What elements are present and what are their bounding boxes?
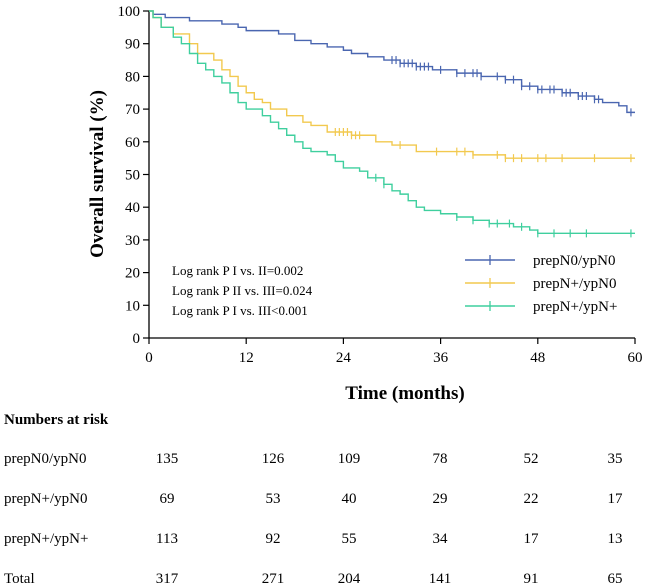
survival-curve bbox=[149, 10, 635, 235]
risk-value: 78 bbox=[433, 451, 448, 467]
risk-value: 53 bbox=[266, 491, 281, 507]
risk-value: 34 bbox=[433, 531, 449, 547]
risk-row-label: Total bbox=[4, 571, 35, 583]
legend-label: prepN+/ypN0 bbox=[533, 276, 616, 292]
y-tick-label: 40 bbox=[125, 200, 140, 216]
y-tick-label: 60 bbox=[125, 135, 140, 151]
y-tick-label: 70 bbox=[125, 102, 140, 118]
risk-table-title: Numbers at risk bbox=[4, 412, 109, 428]
x-tick-label: 60 bbox=[628, 350, 643, 366]
risk-value: 65 bbox=[608, 571, 623, 583]
risk-value: 141 bbox=[429, 571, 452, 583]
risk-value: 109 bbox=[338, 451, 361, 467]
risk-value: 40 bbox=[342, 491, 357, 507]
x-axis-title: Time (months) bbox=[345, 383, 464, 404]
risk-value: 52 bbox=[524, 451, 539, 467]
risk-value: 317 bbox=[156, 571, 179, 583]
log-rank-annotation: Log rank P I vs. II=0.002 bbox=[172, 263, 303, 278]
risk-value: 55 bbox=[342, 531, 357, 547]
risk-row-label: prepN+/ypN0 bbox=[4, 491, 87, 507]
x-tick-label: 12 bbox=[239, 350, 254, 366]
legend-label: prepN+/ypN+ bbox=[533, 299, 617, 315]
series-1 bbox=[149, 10, 635, 163]
x-tick-label: 48 bbox=[530, 350, 545, 366]
log-rank-annotation: Log rank P II vs. III=0.024 bbox=[172, 283, 313, 298]
risk-value: 17 bbox=[608, 491, 624, 507]
risk-value: 135 bbox=[156, 451, 179, 467]
x-tick-label: 0 bbox=[145, 350, 153, 366]
risk-value: 126 bbox=[262, 451, 285, 467]
x-tick-label: 36 bbox=[433, 350, 449, 366]
risk-row-label: prepN0/ypN0 bbox=[4, 451, 87, 467]
y-tick-label: 100 bbox=[118, 4, 141, 20]
risk-row-label: prepN+/ypN+ bbox=[4, 531, 88, 547]
risk-value: 69 bbox=[160, 491, 175, 507]
series-0 bbox=[149, 10, 635, 117]
risk-value: 204 bbox=[338, 571, 361, 583]
risk-value: 92 bbox=[266, 531, 281, 547]
risk-value: 29 bbox=[433, 491, 448, 507]
y-tick-label: 90 bbox=[125, 37, 140, 53]
y-tick-label: 0 bbox=[133, 331, 141, 347]
y-tick-label: 20 bbox=[125, 266, 140, 282]
log-rank-annotation: Log rank P I vs. III<0.001 bbox=[172, 303, 308, 318]
risk-value: 271 bbox=[262, 571, 285, 583]
y-axis-title: Overall survival (%) bbox=[87, 90, 108, 258]
x-tick-label: 24 bbox=[336, 350, 352, 366]
x-ticks: 0 12 24 36 48 60 bbox=[145, 338, 643, 366]
y-tick-label: 30 bbox=[125, 233, 140, 249]
risk-value: 17 bbox=[524, 531, 540, 547]
risk-value: 35 bbox=[608, 451, 623, 467]
legend-label: prepN0/ypN0 bbox=[533, 253, 616, 269]
log-rank-annotations: Log rank P I vs. II=0.002 Log rank P II v… bbox=[172, 263, 313, 318]
risk-value: 13 bbox=[608, 531, 623, 547]
risk-value: 22 bbox=[524, 491, 539, 507]
y-tick-label: 50 bbox=[125, 168, 140, 184]
risk-table: prepN0/ypN0 135 126 109 78 52 35 prepN+/ypN0 69 5… bbox=[4, 451, 623, 583]
risk-value: 113 bbox=[156, 531, 178, 547]
series-2 bbox=[149, 10, 635, 238]
legend: prepN0/ypN0 prepN+/ypN0 prepN+/ypN+ bbox=[465, 253, 617, 315]
y-tick-label: 80 bbox=[125, 69, 140, 85]
survival-curve bbox=[149, 10, 635, 159]
y-tick-label: 10 bbox=[125, 298, 140, 314]
y-ticks: 0 10 20 30 40 50 60 70 80 90 100 bbox=[118, 4, 149, 347]
risk-value: 91 bbox=[524, 571, 539, 583]
series-layer bbox=[149, 10, 635, 238]
